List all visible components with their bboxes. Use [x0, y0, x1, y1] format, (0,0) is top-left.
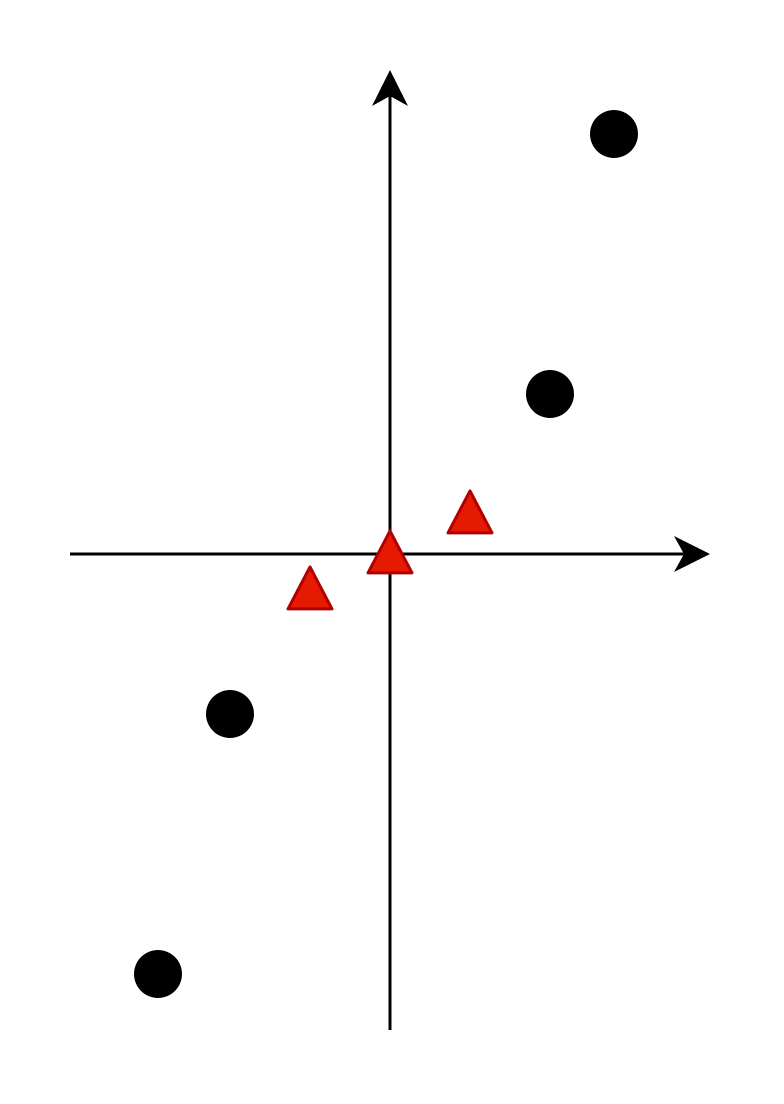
circle-point-2 [526, 370, 574, 418]
triangle-point-2 [366, 529, 414, 575]
x-axis-arrowhead [674, 536, 710, 572]
data-points [134, 110, 638, 998]
circle-point-1 [590, 110, 638, 158]
circle-point-4 [134, 950, 182, 998]
triangle-point-1 [446, 489, 494, 535]
circle-point-3 [206, 690, 254, 738]
y-axis-arrowhead [372, 70, 408, 106]
triangle-point-3 [286, 565, 334, 611]
